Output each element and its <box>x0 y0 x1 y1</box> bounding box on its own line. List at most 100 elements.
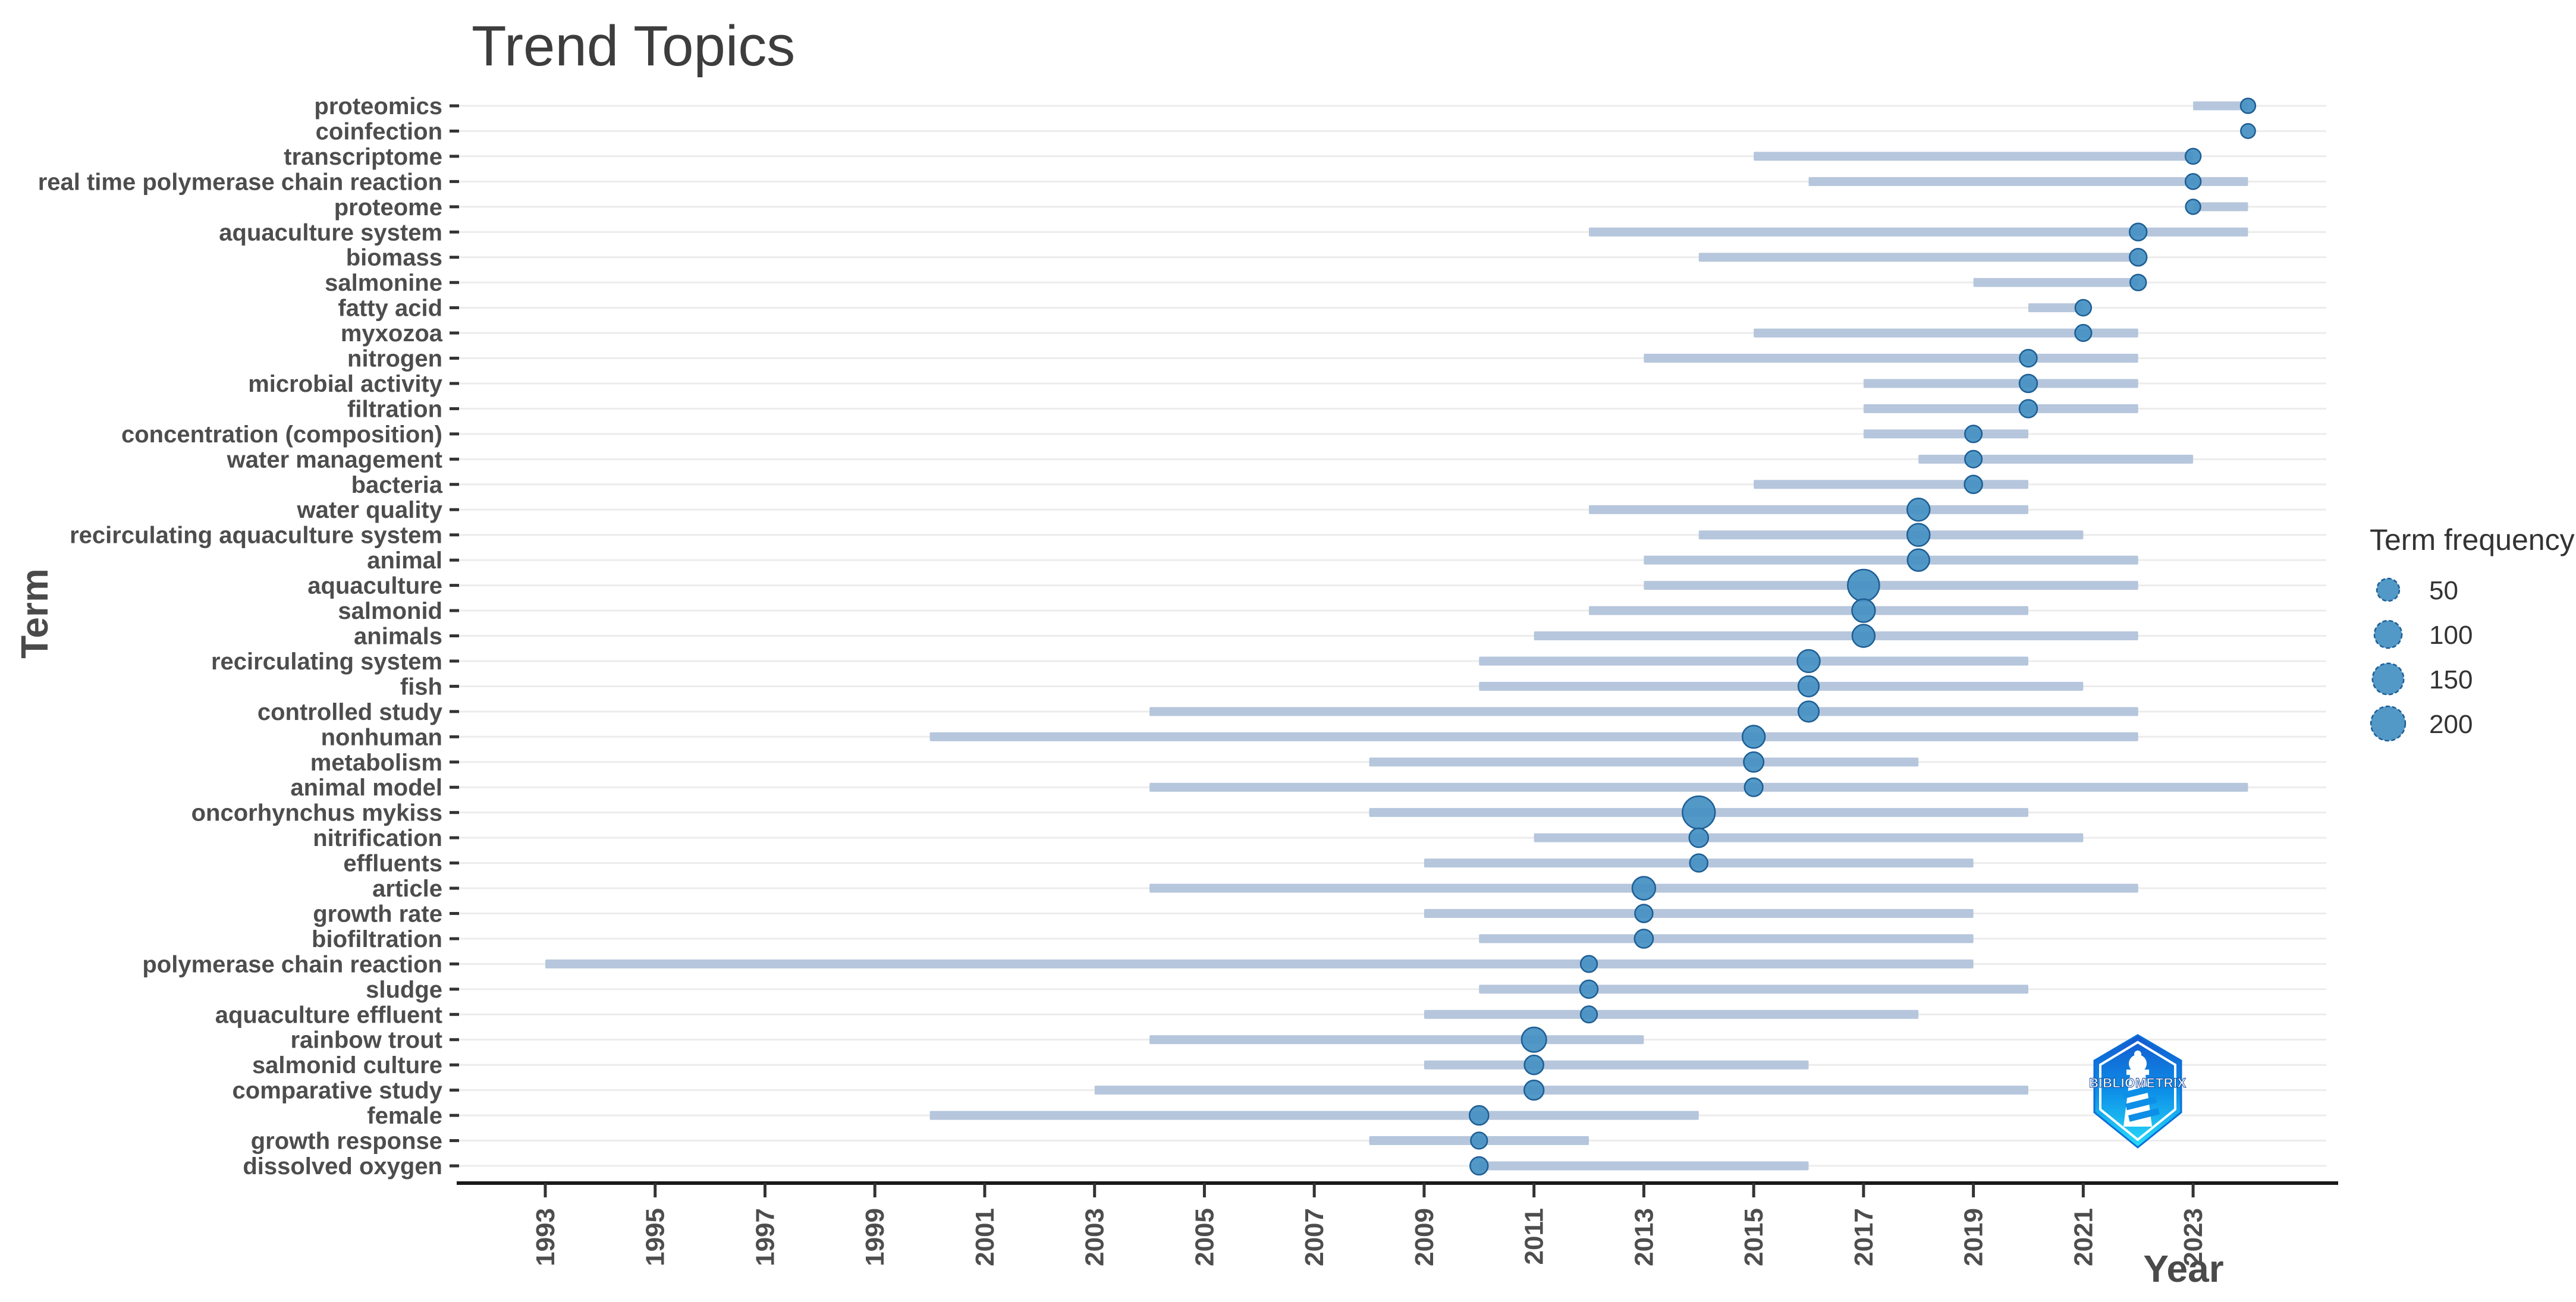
term-bubble: water management — 2019 (freq 14) <box>1964 449 1983 468</box>
term-label: proteomics <box>314 93 442 119</box>
term-label: salmonine <box>325 270 442 296</box>
term-range-band <box>1918 454 2194 464</box>
term-range-band <box>1369 757 1919 767</box>
term-label: sludge <box>366 977 442 1003</box>
term-bubble: microbial activity — 2020 (freq 18) <box>2018 373 2038 394</box>
term-range-band <box>1754 480 2028 489</box>
term-label: real time polymerase chain reaction <box>38 169 442 195</box>
term-label: concentration (composition) <box>121 422 442 448</box>
x-tick-label: 2001 <box>970 1208 1000 1266</box>
term-bubble: nitrification — 2014 (freq 25) <box>1688 827 1710 848</box>
term-label: rainbow trout <box>290 1027 442 1053</box>
term-label: fish <box>400 674 442 700</box>
term-range-band <box>1094 1086 2028 1095</box>
term-bubble: rainbow trout — 2011 (freq 70) <box>1521 1026 1547 1053</box>
term-bubble: salmonine — 2022 (freq 10) <box>2129 273 2147 291</box>
term-label: salmonid culture <box>252 1052 442 1078</box>
term-bubble: biomass — 2022 (freq 15) <box>2129 248 2148 267</box>
term-bubble: aquaculture effluent — 2012 (freq 12) <box>1579 1005 1598 1024</box>
term-range-band <box>1424 908 1974 918</box>
term-bubble: concentration (composition) — 2019 (freq… <box>1964 424 1983 444</box>
term-label: animal <box>367 548 442 574</box>
x-tick-label: 2007 <box>1300 1208 1329 1266</box>
term-label: coinfection <box>316 118 442 144</box>
term-bubble: animals — 2017 (freq 50) <box>1851 624 1876 648</box>
legend-size-label: 150 <box>2429 665 2473 694</box>
term-range-band <box>2193 101 2248 111</box>
term-label: salmonid <box>338 598 442 624</box>
term-range-band <box>1149 707 2138 716</box>
term-range-band <box>1698 530 2084 540</box>
term-label: biomass <box>346 245 442 271</box>
term-bubble: aquaculture — 2017 (freq 155) <box>1847 568 1880 602</box>
term-label: animals <box>354 624 442 650</box>
term-label: effluents <box>343 851 442 877</box>
term-label: water management <box>227 446 442 473</box>
term-range-band <box>1534 833 2084 842</box>
term-range-band <box>545 959 1974 968</box>
term-range-band <box>1589 505 2028 514</box>
term-bubble: water quality — 2018 (freq 50) <box>1906 498 1931 522</box>
term-bubble: coinfection — 2024 (freq 5) <box>2240 123 2256 139</box>
term-bubble: recirculating aquaculture system — 2018 … <box>1906 523 1931 547</box>
term-label: myxozoa <box>341 320 443 347</box>
term-label: controlled study <box>257 699 443 725</box>
term-bubble: nonhuman — 2015 (freq 50) <box>1741 725 1766 749</box>
y-axis-title: Term <box>13 568 56 659</box>
term-label: article <box>372 876 442 902</box>
term-bubble: myxozoa — 2021 (freq 12) <box>2074 323 2093 342</box>
legend-bubble <box>2376 577 2401 602</box>
lighthouse-icon <box>2122 1051 2160 1127</box>
term-bubble: real time polymerase chain reaction — 20… <box>2184 173 2202 190</box>
term-bubble: proteomics — 2024 (freq 6) <box>2239 98 2257 114</box>
term-range-band <box>1863 404 2138 413</box>
term-range-band <box>1644 555 2138 565</box>
x-tick-label: 2005 <box>1190 1208 1219 1266</box>
term-bubble: filtration — 2020 (freq 18) <box>2018 399 2038 419</box>
term-bubble: animal model — 2015 (freq 20) <box>1743 777 1764 797</box>
term-bubble: recirculating system — 2016 (freq 50) <box>1796 649 1821 674</box>
term-bubble: polymerase chain reaction — 2012 (freq 1… <box>1579 955 1598 973</box>
term-bubble: article — 2013 (freq 55) <box>1631 876 1657 901</box>
legend-size-label: 100 <box>2429 621 2473 650</box>
term-label: comparative study <box>233 1078 443 1104</box>
term-range-band <box>2193 202 2248 212</box>
term-bubble: metabolism — 2015 (freq 30) <box>1743 751 1765 773</box>
x-tick-label: 2011 <box>1520 1208 1549 1265</box>
term-bubble: growth response — 2010 (freq 12) <box>1470 1131 1488 1150</box>
term-label: aquaculture <box>307 573 442 599</box>
term-bubble: proteome — 2023 (freq 6) <box>2185 199 2201 215</box>
term-label: growth response <box>251 1128 442 1155</box>
term-label: aquaculture system <box>219 219 442 246</box>
term-bubble: aquaculture system — 2022 (freq 15) <box>2129 222 2148 241</box>
term-range-band <box>1808 177 2248 186</box>
x-tick-label: 2017 <box>1849 1208 1878 1266</box>
term-bubble: growth rate — 2013 (freq 18) <box>1634 904 1654 923</box>
term-label: microbial activity <box>248 371 443 397</box>
term-range-band <box>1479 985 2028 994</box>
term-label: nonhuman <box>321 724 442 750</box>
term-range-band <box>1424 1009 1919 1019</box>
x-tick-label: 1999 <box>860 1208 890 1266</box>
term-range-band <box>1863 429 2028 439</box>
x-tick-label: 2015 <box>1739 1208 1768 1266</box>
term-range-band <box>1589 606 2028 615</box>
term-bubble: salmonid — 2017 (freq 55) <box>1851 598 1876 623</box>
legend-size-label: 50 <box>2429 576 2458 605</box>
term-range-band <box>1149 782 2248 792</box>
term-range-band <box>1863 379 2138 388</box>
legend-title: Term frequency <box>2370 523 2575 556</box>
term-label: dissolved oxygen <box>243 1153 442 1180</box>
legend-bubble <box>2371 662 2405 696</box>
term-bubble: fish — 2016 (freq 35) <box>1797 675 1820 697</box>
term-label: recirculating system <box>211 649 442 675</box>
term-bubble: animal — 2018 (freq 45) <box>1906 548 1930 572</box>
term-label: recirculating aquaculture system <box>70 523 442 549</box>
term-range-band <box>2028 303 2084 313</box>
term-bubble: biofiltration — 2013 (freq 22) <box>1633 929 1654 949</box>
x-tick-label: 2009 <box>1410 1208 1439 1266</box>
term-bubble: fatty acid — 2021 (freq 10) <box>2074 298 2093 317</box>
